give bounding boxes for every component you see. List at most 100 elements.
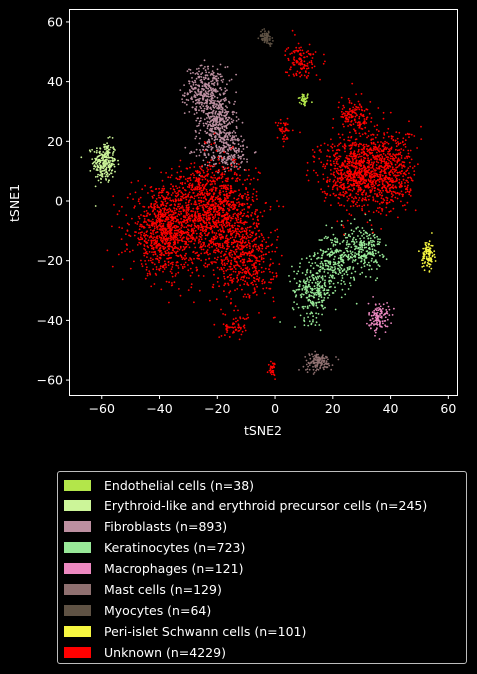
data-point (212, 193, 215, 196)
data-point (360, 260, 362, 263)
data-point (177, 199, 180, 202)
data-point (243, 283, 246, 286)
data-point (317, 275, 319, 278)
data-point (246, 161, 249, 163)
data-point (244, 241, 247, 244)
data-point (146, 272, 149, 275)
data-point (321, 275, 324, 278)
data-point (231, 139, 234, 141)
data-point (343, 273, 346, 275)
data-point (190, 96, 193, 99)
data-point (241, 240, 244, 243)
data-point (206, 202, 209, 205)
data-point (303, 324, 306, 327)
data-point (370, 239, 372, 242)
data-point (208, 189, 211, 192)
data-point (164, 212, 167, 215)
data-point (219, 63, 222, 66)
data-point (105, 173, 108, 176)
data-point (368, 264, 371, 267)
data-point (176, 194, 179, 197)
data-point (184, 189, 187, 192)
data-point (424, 247, 427, 250)
data-point (164, 246, 167, 249)
data-point (172, 247, 175, 250)
data-point (162, 266, 165, 269)
data-point (192, 81, 195, 84)
data-point (326, 254, 329, 256)
data-point (207, 123, 210, 126)
data-point (175, 229, 178, 232)
data-point (215, 261, 217, 264)
data-point (269, 263, 272, 266)
data-point (209, 127, 212, 130)
data-point (155, 219, 158, 221)
data-point (248, 205, 251, 208)
data-point (97, 173, 99, 176)
data-point (182, 197, 185, 200)
data-point (282, 205, 285, 208)
data-point (176, 261, 179, 264)
data-point (267, 30, 270, 33)
data-point (201, 229, 204, 231)
data-point (173, 207, 176, 210)
data-point (167, 244, 170, 247)
data-point (225, 99, 228, 101)
data-point (367, 302, 370, 305)
data-point (225, 269, 228, 272)
data-point (100, 181, 102, 184)
data-point (322, 252, 324, 255)
data-point (172, 244, 175, 246)
data-point (232, 156, 235, 159)
data-point (134, 222, 137, 224)
data-point (182, 231, 185, 234)
data-point (153, 283, 156, 285)
data-point (268, 251, 270, 254)
data-point (169, 197, 171, 199)
data-point (179, 236, 182, 239)
data-point (228, 274, 231, 277)
data-point (150, 203, 153, 206)
data-point (206, 100, 209, 103)
data-point (222, 228, 224, 230)
data-point (145, 251, 148, 253)
data-point (303, 320, 306, 323)
data-point (159, 267, 162, 270)
data-point (223, 247, 226, 250)
data-point (205, 258, 207, 261)
data-point (179, 89, 182, 91)
data-point (311, 281, 314, 284)
data-point (200, 197, 203, 199)
data-point (319, 294, 322, 297)
data-point (219, 238, 222, 241)
data-point (323, 359, 326, 362)
data-point (238, 167, 240, 170)
data-point (237, 324, 240, 327)
data-point (223, 224, 226, 226)
data-point (104, 143, 106, 146)
data-point (143, 220, 146, 223)
data-point (306, 305, 309, 308)
data-point (231, 135, 234, 137)
data-point (305, 289, 308, 291)
data-point (250, 251, 253, 254)
data-point (143, 240, 146, 243)
data-point (235, 120, 238, 122)
data-point (158, 235, 161, 237)
data-point (198, 190, 201, 193)
data-point (207, 87, 210, 90)
data-point (158, 187, 161, 190)
data-point (201, 85, 204, 88)
data-point (186, 70, 189, 72)
data-point (272, 40, 274, 42)
data-point (185, 204, 188, 207)
data-point (293, 291, 296, 294)
data-point (379, 321, 381, 323)
data-point (209, 208, 212, 210)
data-point (164, 200, 167, 203)
data-point (207, 90, 210, 93)
data-point (164, 230, 167, 233)
data-point (112, 154, 114, 156)
data-point (230, 169, 233, 172)
data-point (233, 331, 235, 334)
